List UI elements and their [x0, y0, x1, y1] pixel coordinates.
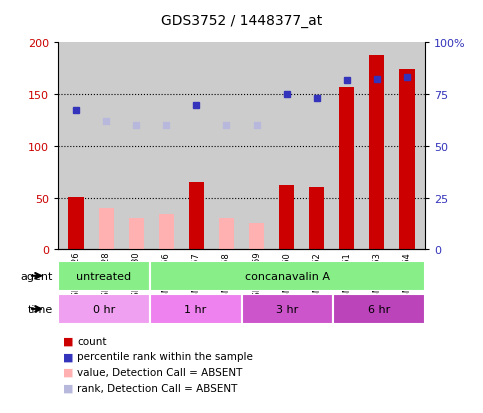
Text: count: count — [77, 336, 107, 346]
Bar — [69, 197, 84, 250]
Bar — [309, 188, 324, 250]
Text: time: time — [28, 304, 53, 314]
Bar — [219, 219, 234, 250]
Text: value, Detection Call = ABSENT: value, Detection Call = ABSENT — [77, 367, 242, 377]
Bar — [399, 70, 414, 250]
Text: 0 hr: 0 hr — [93, 304, 115, 314]
Bar — [150, 261, 425, 291]
Text: ■: ■ — [63, 383, 73, 393]
Text: GDS3752 / 1448377_at: GDS3752 / 1448377_at — [161, 14, 322, 28]
Bar — [242, 294, 333, 324]
Bar — [189, 183, 204, 250]
Bar — [58, 261, 150, 291]
Text: untreated: untreated — [76, 271, 131, 281]
Bar — [159, 215, 174, 250]
Bar — [58, 294, 150, 324]
Text: ■: ■ — [63, 367, 73, 377]
Bar — [333, 294, 425, 324]
Text: ■: ■ — [63, 336, 73, 346]
Text: 6 hr: 6 hr — [368, 304, 390, 314]
Bar — [279, 186, 294, 250]
Text: concanavalin A: concanavalin A — [245, 271, 330, 281]
Text: agent: agent — [21, 271, 53, 281]
Bar — [249, 223, 264, 250]
Text: 3 hr: 3 hr — [276, 304, 298, 314]
Text: ■: ■ — [63, 351, 73, 361]
Bar — [339, 88, 355, 250]
Bar — [128, 219, 144, 250]
Bar — [99, 209, 114, 250]
Text: rank, Detection Call = ABSENT: rank, Detection Call = ABSENT — [77, 383, 238, 393]
Bar — [150, 294, 242, 324]
Text: percentile rank within the sample: percentile rank within the sample — [77, 351, 253, 361]
Text: 1 hr: 1 hr — [185, 304, 207, 314]
Bar — [369, 56, 384, 250]
